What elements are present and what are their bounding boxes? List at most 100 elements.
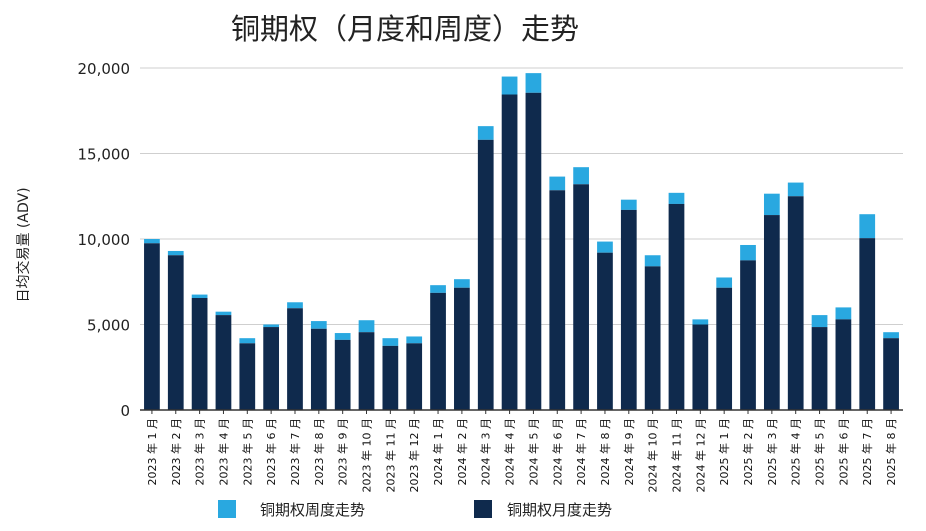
bar-weekly — [358, 320, 375, 333]
bar-weekly — [883, 332, 899, 339]
bar-monthly — [668, 203, 685, 410]
x-tick-label: 2024 年 9 月 — [622, 418, 636, 485]
bar-weekly — [144, 239, 160, 244]
bar-monthly — [406, 343, 423, 410]
x-tick-label: 2023 年 7 月 — [288, 418, 302, 485]
bar-monthly — [382, 345, 399, 410]
y-tick-label: 0 — [120, 402, 130, 420]
x-tick-label: 2025 年 1 月 — [717, 418, 731, 485]
x-tick-label: 2023 年 3 月 — [193, 418, 207, 485]
bar-monthly — [167, 255, 184, 410]
bar-monthly — [310, 328, 327, 410]
x-tick-label: 2025 年 6 月 — [836, 418, 850, 485]
y-tick-label: 10,000 — [78, 231, 131, 249]
bar-weekly — [692, 319, 709, 325]
bar-weekly — [382, 338, 399, 346]
y-tick-label: 20,000 — [78, 60, 131, 78]
bar-monthly — [716, 287, 733, 410]
x-tick-label: 2024 年 3 月 — [479, 418, 493, 485]
x-tick-label: 2023 年 10 月 — [360, 418, 374, 492]
bar-weekly — [525, 73, 542, 93]
y-tick-label: 15,000 — [78, 146, 131, 164]
x-tick-label: 2023 年 12 月 — [407, 418, 421, 492]
x-tick-label: 2023 年 8 月 — [312, 418, 326, 485]
legend-swatch-weekly — [218, 500, 236, 518]
bar-monthly — [787, 196, 804, 410]
bar-monthly — [883, 338, 899, 410]
bar-weekly — [787, 182, 804, 197]
bar-weekly — [430, 285, 446, 293]
x-tick-label: 2025 年 4 月 — [789, 418, 803, 485]
x-tick-label: 2023 年 2 月 — [169, 418, 183, 485]
bar-weekly — [716, 277, 733, 288]
bar-weekly — [239, 338, 256, 344]
x-tick-label: 2025 年 7 月 — [860, 418, 874, 485]
bar-weekly — [573, 167, 589, 185]
x-axis-ticks: 2023 年 1 月 2023 年 2 月 2023 年 3 月 2023 年 4 月… — [145, 410, 898, 492]
bar-weekly — [644, 255, 661, 267]
bar-monthly — [644, 266, 661, 410]
bar-monthly — [573, 184, 589, 410]
bar-weekly — [549, 176, 566, 191]
legend-swatch-monthly — [474, 500, 492, 518]
bar-monthly — [835, 319, 852, 410]
x-tick-label: 2023 年 4 月 — [216, 418, 230, 485]
bar-monthly — [501, 94, 518, 410]
bars — [144, 73, 899, 411]
bar-monthly — [763, 215, 780, 410]
bar-monthly — [859, 238, 876, 410]
y-axis-label: 日均交易量 (ADV) — [15, 187, 32, 302]
bar-monthly — [215, 315, 232, 410]
bar-weekly — [191, 294, 208, 298]
bar-monthly — [144, 243, 160, 410]
bar-monthly — [430, 292, 446, 410]
bar-weekly — [597, 241, 613, 253]
bar-monthly — [740, 260, 756, 410]
x-tick-label: 2024 年 7 月 — [574, 418, 588, 485]
bar-weekly — [501, 76, 518, 95]
bar-monthly — [358, 332, 375, 410]
x-tick-label: 2024 年 11 月 — [669, 418, 683, 492]
bar-weekly — [668, 192, 685, 204]
x-tick-label: 2023 年 6 月 — [264, 418, 278, 485]
x-tick-label: 2024 年 12 月 — [693, 418, 707, 492]
x-tick-label: 2024 年 2 月 — [455, 418, 469, 485]
legend-label-monthly: 铜期权月度走势 — [507, 501, 612, 519]
bar-weekly — [454, 279, 470, 288]
bar-weekly — [859, 214, 876, 239]
bar-weekly — [811, 315, 828, 328]
x-tick-label: 2024 年 4 月 — [503, 418, 517, 485]
x-tick-label: 2025 年 3 月 — [765, 418, 779, 485]
bar-monthly — [263, 327, 280, 410]
bar-weekly — [763, 193, 780, 216]
bar-monthly — [287, 308, 303, 410]
bar-weekly — [477, 126, 494, 140]
x-tick-label: 2024 年 10 月 — [646, 418, 660, 492]
bar-weekly — [263, 324, 280, 328]
bar-weekly — [835, 307, 852, 320]
bar-monthly — [334, 339, 351, 410]
bar-weekly — [310, 321, 327, 329]
x-tick-label: 2025 年 5 月 — [813, 418, 827, 485]
legend: 铜期权周度走势 铜期权月度走势 — [218, 500, 612, 519]
bar-monthly — [597, 252, 613, 410]
x-tick-label: 2023 年 5 月 — [240, 418, 254, 485]
x-tick-label: 2024 年 6 月 — [550, 418, 564, 485]
bar-monthly — [239, 343, 256, 410]
x-tick-label: 2024 年 1 月 — [431, 418, 445, 485]
bar-weekly — [406, 336, 423, 344]
y-tick-label: 5,000 — [87, 317, 130, 335]
x-tick-label: 2025 年 8 月 — [884, 418, 898, 485]
bar-weekly — [167, 250, 184, 256]
bar-weekly — [287, 302, 303, 309]
x-tick-label: 2024 年 5 月 — [526, 418, 540, 485]
bar-monthly — [620, 209, 637, 410]
x-tick-label: 2024 年 8 月 — [598, 418, 612, 485]
bar-weekly — [215, 311, 232, 316]
x-tick-label: 2023 年 1 月 — [145, 418, 159, 485]
bar-monthly — [191, 297, 208, 410]
x-tick-label: 2025 年 2 月 — [741, 418, 755, 485]
x-tick-label: 2023 年 9 月 — [336, 418, 350, 485]
legend-label-weekly: 铜期权周度走势 — [260, 501, 365, 519]
